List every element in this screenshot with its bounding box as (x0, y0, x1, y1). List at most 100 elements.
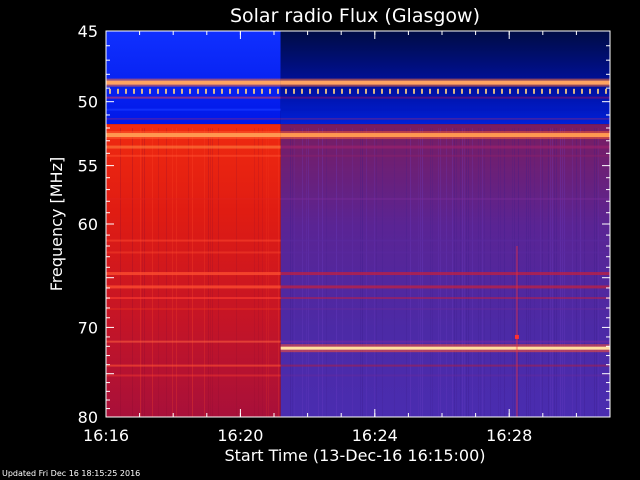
y-tick-label: 60 (78, 215, 98, 234)
heat-region-low-right (280, 31, 610, 125)
heat-band (106, 197, 281, 200)
heat-region-high-left (106, 124, 281, 417)
heat-interference-dot (581, 88, 583, 94)
heat-band (280, 118, 610, 120)
heat-interference-dot (125, 88, 127, 94)
heat-band (280, 131, 610, 140)
heat-band (280, 285, 610, 289)
heat-interference-dot (157, 88, 159, 94)
heat-interference-dot (413, 88, 415, 94)
x-tick-label: 16:24 (352, 426, 398, 445)
heat-interference-dot (485, 88, 487, 94)
heat-band (106, 374, 281, 377)
heat-interference-dot (277, 88, 279, 94)
heat-interference-dot (469, 88, 471, 94)
heat-interference-dot (349, 88, 351, 94)
heat-band (106, 154, 281, 157)
heat-interference-dot (397, 88, 399, 94)
heat-interference-dot (229, 88, 231, 94)
heat-interference-dot (213, 88, 215, 94)
heat-interference-dot (437, 88, 439, 94)
heat-band (280, 96, 610, 99)
heat-interference-dot (573, 88, 575, 94)
heat-interference-dot (173, 88, 175, 94)
plot-area (105, 30, 611, 418)
heat-interference-dot (189, 88, 191, 94)
heat-interference-dot (421, 88, 423, 94)
y-tick-label: 80 (78, 408, 98, 427)
emission-line (280, 346, 610, 350)
heat-interference-dot (253, 88, 255, 94)
heat-interference-dot (461, 88, 463, 94)
heat-interference-dot (357, 88, 359, 94)
heat-interference-dot (269, 88, 271, 94)
heat-interference-dot (237, 88, 239, 94)
y-axis: 45 50 55 60 70 80 (78, 22, 610, 427)
heat-interference-dot (117, 88, 119, 94)
heat-interference-dot (365, 88, 367, 94)
heat-interference-dot (221, 88, 223, 94)
heat-interference-dot (605, 88, 607, 94)
heat-interference-dot (541, 88, 543, 94)
heat-interference-dot (293, 88, 295, 94)
heat-interference-dot (341, 88, 343, 94)
heat-interference-dot (509, 88, 511, 94)
heatmap-layer (106, 31, 610, 417)
heat-band (106, 297, 281, 300)
heat-interference-dot (309, 88, 311, 94)
heat-band (106, 239, 281, 242)
heat-band (280, 145, 610, 149)
heat-band (280, 154, 610, 157)
y-axis-label: Frequency [MHz] (47, 157, 66, 291)
y-tick-label: 45 (78, 22, 98, 41)
heat-band (106, 285, 281, 289)
heat-interference-dot (557, 88, 559, 94)
y-tick-label: 70 (78, 318, 98, 337)
heat-band (280, 239, 610, 242)
heat-interference-dot (525, 88, 527, 94)
y-tick-label: 50 (78, 93, 98, 112)
chart-title: Solar radio Flux (Glasgow) (230, 5, 480, 27)
heat-interference-dot (373, 88, 375, 94)
heat-interference-dot (453, 88, 455, 94)
heat-interference-dot (181, 88, 183, 94)
heat-band (280, 307, 610, 310)
heat-interference-dot (429, 88, 431, 94)
heat-band (106, 118, 281, 120)
heat-blip-spot (514, 334, 519, 339)
heat-interference-dot (133, 88, 135, 94)
heat-interference-dot (325, 88, 327, 94)
update-timestamp: Updated Fri Dec 16 18:15:25 2016 (2, 469, 141, 478)
heat-band (106, 307, 281, 310)
heat-interference-dot (517, 88, 519, 94)
heat-blip (515, 245, 518, 417)
heat-band (280, 78, 610, 87)
heat-interference-dot (549, 88, 551, 94)
y-tick-label: 55 (78, 157, 98, 176)
heat-interference-dot (141, 88, 143, 94)
heat-interference-dot (245, 88, 247, 94)
heat-interference-dot (389, 88, 391, 94)
heat-band (106, 251, 281, 254)
heat-interference-dot (109, 88, 111, 94)
x-axis: 16:16 16:20 16:24 16:28 (83, 31, 611, 445)
heat-interference-dot (493, 88, 495, 94)
heat-interference-dot (317, 88, 319, 94)
heat-interference-dot (597, 88, 599, 94)
heat-interference-dot (445, 88, 447, 94)
heat-region-low-left (106, 31, 281, 125)
heat-interference-dot (149, 88, 151, 94)
heat-band (106, 272, 281, 276)
x-tick-label: 16:16 (83, 426, 129, 445)
heat-band (106, 78, 281, 87)
heat-interference-dot (533, 88, 535, 94)
heat-band (280, 108, 610, 111)
heat-band (106, 131, 281, 140)
heat-band (280, 297, 610, 300)
heat-band (280, 251, 610, 254)
heat-band (106, 145, 281, 149)
heat-interference-dot (197, 88, 199, 94)
heat-interference-dot (333, 88, 335, 94)
heat-band (106, 108, 281, 111)
